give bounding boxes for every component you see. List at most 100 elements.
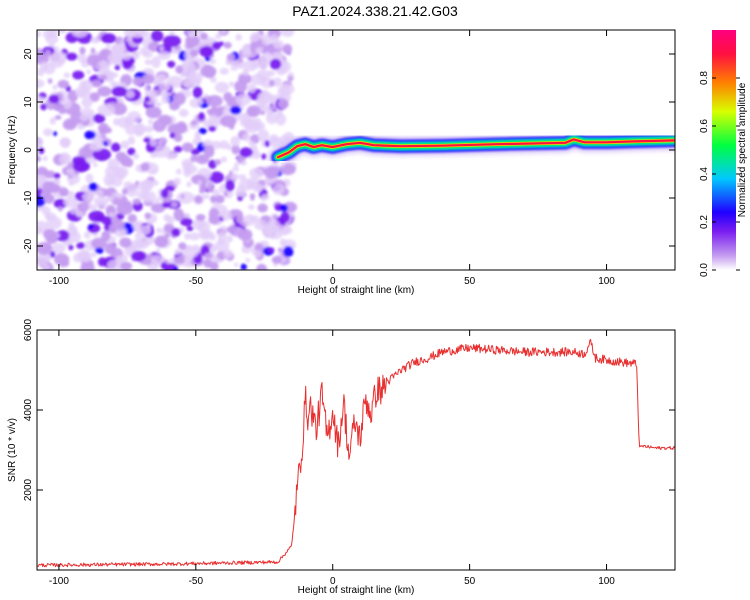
noise-blob: [256, 69, 270, 82]
noise-blob: [219, 67, 229, 75]
noise-blob: [225, 179, 235, 192]
noise-blob: [143, 51, 153, 58]
noise-blob: [254, 243, 264, 252]
noise-blob: [145, 106, 162, 119]
noise-blob: [119, 237, 132, 248]
noise-blob: [235, 93, 252, 106]
noise-blob: [141, 178, 154, 192]
noise-blob: [258, 183, 263, 188]
spectrogram-y-ticks: -20 -10 0 10 20: [23, 48, 675, 253]
noise-blob: [161, 95, 171, 104]
noise-blob: [37, 155, 42, 162]
noise-blob: [192, 218, 206, 231]
noise-blob: [200, 32, 208, 40]
noise-blob: [220, 225, 227, 231]
noise-blob: [95, 189, 104, 197]
noise-blob: [79, 113, 89, 122]
noise-blob: [185, 42, 195, 49]
noise-blob: [154, 235, 169, 248]
noise-blob: [184, 212, 191, 220]
y-tick-label: 20: [23, 48, 34, 60]
noise-blob: [211, 140, 222, 150]
y-tick-label: 2000: [23, 478, 34, 501]
noise-blob: [220, 156, 227, 163]
noise-blob: [236, 185, 246, 198]
noise-blob: [189, 98, 202, 108]
noise-blob: [194, 134, 202, 140]
noise-blob: [173, 208, 184, 222]
noise-blob: [39, 61, 49, 72]
noise-blob: [192, 86, 203, 99]
noise-blob: [143, 125, 154, 133]
noise-blob: [131, 250, 147, 262]
noise-blob: [202, 141, 209, 147]
noise-blob: [117, 193, 124, 199]
noise-blob: [57, 206, 63, 212]
noise-blob: [49, 251, 56, 258]
noise-blob: [188, 32, 196, 38]
noise-blob: [171, 227, 181, 237]
noise-blob: [186, 181, 192, 188]
noise-blob: [88, 182, 98, 192]
noise-blob: [194, 195, 203, 204]
noise-blob: [165, 185, 175, 192]
noise-blob: [156, 73, 167, 82]
noise-blob: [116, 203, 134, 215]
noise-blob: [79, 46, 86, 55]
noise-blob: [230, 173, 239, 181]
colorbar-tick-label: 0.4: [699, 167, 710, 181]
noise-blob: [240, 160, 247, 166]
noise-blob: [181, 142, 194, 153]
noise-blob: [150, 254, 163, 267]
noise-blob: [264, 166, 279, 179]
noise-blob: [269, 34, 279, 44]
noise-blob: [184, 232, 191, 240]
noise-blob: [97, 257, 107, 267]
noise-blob: [68, 244, 74, 251]
noise-blob: [45, 49, 51, 57]
noise-blob: [97, 103, 116, 117]
noise-blob: [158, 82, 171, 92]
noise-blob: [93, 113, 106, 124]
noise-blob: [46, 235, 58, 244]
noise-blob: [157, 140, 164, 145]
noise-blob: [120, 155, 132, 167]
x-tick-label: -50: [189, 576, 204, 587]
colorbar-tick-label: 0.8: [699, 71, 710, 85]
x-tick-label: -100: [49, 276, 69, 287]
noise-blob: [65, 52, 78, 61]
noise-blob: [257, 129, 270, 142]
noise-blob: [132, 198, 141, 205]
noise-blob: [275, 113, 287, 126]
noise-blob: [183, 164, 198, 175]
noise-blob: [228, 81, 235, 87]
noise-blob: [47, 78, 53, 84]
x-tick-label: 0: [330, 576, 336, 587]
noise-blob: [229, 105, 242, 115]
noise-blob: [259, 52, 273, 66]
snr-y-ticks: 2000 4000 6000: [23, 318, 675, 501]
noise-blob: [241, 44, 252, 55]
noise-blob: [106, 178, 115, 185]
noise-blob: [121, 52, 132, 61]
noise-blob: [37, 31, 42, 38]
noise-blob: [272, 214, 278, 220]
noise-blob: [173, 256, 185, 265]
noise-blob: [89, 142, 103, 152]
noise-blob: [245, 258, 251, 263]
noise-blob: [287, 72, 294, 78]
noise-blob: [198, 112, 205, 121]
noise-blob: [180, 217, 193, 227]
noise-blob: [231, 144, 241, 155]
noise-blob: [43, 170, 56, 179]
noise-blob: [223, 191, 229, 197]
noise-blob: [149, 92, 154, 97]
noise-blob: [72, 70, 85, 80]
noise-blob: [242, 132, 251, 142]
noise-blob: [58, 30, 67, 34]
noise-blob: [69, 207, 78, 215]
noise-blob: [243, 214, 256, 226]
noise-blob: [206, 108, 214, 115]
noise-blob: [255, 46, 265, 55]
noise-blob: [169, 100, 180, 111]
